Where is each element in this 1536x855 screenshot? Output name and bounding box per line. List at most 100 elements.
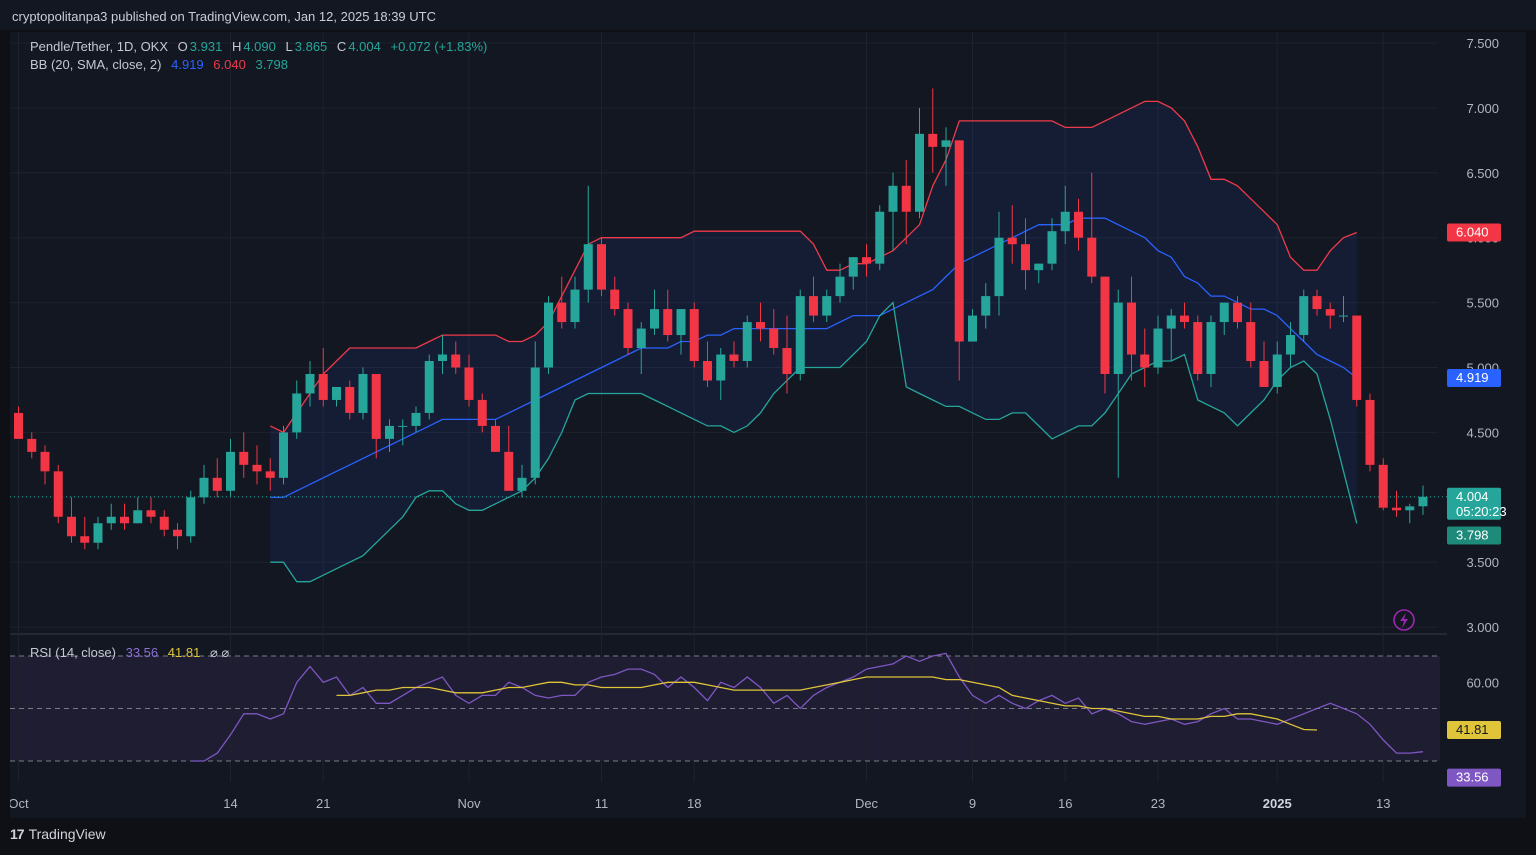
low-value: 3.865 [294, 39, 328, 54]
price-badge-text: 4.004 [1456, 489, 1489, 504]
bb-legend: BB (20, SMA, close, 2) 4.919 6.040 3.798 [30, 57, 290, 72]
candle-body [27, 438, 37, 452]
candle-body [610, 289, 620, 310]
candle-body [782, 348, 792, 374]
candle-body [583, 244, 593, 290]
bollinger-bands [10, 100, 1447, 583]
x-tick-label: 11 [595, 796, 609, 811]
candle-body [716, 354, 726, 381]
candle-body [477, 399, 487, 426]
candle-body [888, 185, 898, 212]
x-tick-label: 13 [1376, 796, 1390, 811]
candle-body [332, 386, 341, 400]
candle-body [928, 133, 938, 147]
rsi-badge-text: 33.56 [1456, 770, 1489, 785]
candle-body [822, 296, 832, 316]
candle-body [1087, 237, 1097, 277]
candle-body [1378, 464, 1388, 508]
candle-body [451, 354, 461, 368]
upper-band-badge: 6.040 [1447, 223, 1501, 242]
candle-body [1153, 328, 1163, 368]
candle-body [1193, 322, 1203, 374]
candle-body [623, 309, 633, 349]
y-tick-label: 4.500 [1466, 425, 1499, 440]
candle-body [729, 354, 739, 362]
candle-body [941, 140, 951, 147]
publish-info: cryptopolitanpa3 published on TradingVie… [12, 9, 436, 24]
candle-body [424, 361, 434, 413]
candle-body [438, 354, 447, 362]
candle-body [318, 373, 328, 400]
candle-body [875, 211, 885, 264]
replay-icon[interactable] [1393, 609, 1415, 631]
candle-body [173, 529, 182, 537]
y-tick-label: 3.500 [1466, 555, 1499, 570]
rsi-ma-badge-box [1447, 720, 1501, 739]
price-badge-text: 05:20:23 [1456, 504, 1507, 519]
candle-body [1325, 309, 1335, 316]
candle-body [1206, 322, 1216, 374]
chart-frame[interactable]: 7.5007.0006.5006.0005.5005.0004.5004.000… [10, 32, 1526, 818]
candle-body [305, 373, 315, 394]
price-legend: Pendle/Tether, 1D, OKX O 3.931 H 4.090 L 3.… [30, 39, 489, 54]
candle-body [411, 412, 421, 426]
publish-bar: cryptopolitanpa3 published on TradingVie… [0, 0, 1536, 30]
candle-body [557, 302, 567, 323]
bb-title[interactable]: BB (20, SMA, close, 2) [30, 57, 162, 72]
x-tick-label: Nov [457, 796, 481, 811]
candle-body [703, 361, 712, 381]
candle-body [1140, 354, 1150, 368]
rsi-ma-badge-text: 41.81 [1456, 722, 1489, 737]
candle-body [159, 516, 169, 530]
candle-body [1074, 211, 1083, 238]
footer: 17 TradingView [10, 826, 106, 848]
candle-body [848, 257, 858, 277]
x-tick-label: 23 [1151, 796, 1165, 811]
rsi-title[interactable]: RSI (14, close) [30, 645, 116, 660]
x-tick-label: 2025 [1263, 796, 1292, 811]
lower-band-badge-box [1447, 526, 1501, 545]
candle-body [186, 497, 196, 537]
candle-body [1233, 302, 1242, 323]
candle-body [636, 328, 646, 349]
chart-canvas[interactable]: 7.5007.0006.5006.0005.5005.0004.5004.000… [10, 32, 1526, 818]
candle-body [265, 471, 275, 478]
candle-body [517, 477, 527, 491]
candle-body [1352, 315, 1362, 400]
candle-body [862, 257, 871, 264]
candle-body [385, 425, 394, 439]
rsi-ma-badge: 41.81 [1447, 720, 1501, 739]
rsi-y-tick-label: 60.00 [1466, 675, 1499, 690]
close-label: C [336, 39, 347, 54]
candle-body [146, 510, 156, 517]
bb-basis-line [270, 217, 1358, 498]
candle-body [345, 386, 355, 413]
bb-basis-value: 4.919 [171, 57, 204, 72]
candle-body [1405, 506, 1415, 511]
candle-body [120, 516, 129, 524]
candle-body [504, 451, 514, 491]
candle-body [1007, 237, 1017, 245]
candle-body [689, 309, 699, 362]
rsi-line [190, 652, 1424, 762]
candle-body [981, 296, 991, 316]
rsi-value: 33.56 [125, 645, 159, 660]
candle-body [1219, 302, 1229, 323]
symbol-title[interactable]: Pendle/Tether, 1D, OKX [30, 39, 169, 54]
bb-upper-value: 6.040 [213, 57, 246, 72]
x-tick-label: 9 [969, 796, 976, 811]
candle-body [133, 510, 143, 524]
rsi-settings-icon[interactable]: ⌀ ⌀ [209, 645, 230, 660]
price-badge-box [1447, 487, 1501, 520]
candle-body [1272, 354, 1282, 387]
candle-body [226, 451, 235, 491]
candle-body [464, 367, 474, 400]
candle-body [663, 309, 673, 336]
candle-body [106, 516, 116, 524]
bb-lower-line [270, 301, 1358, 583]
candle-body [544, 302, 553, 368]
candle-body [530, 367, 540, 478]
open-label: O [177, 39, 188, 54]
rsi-pane [10, 652, 1440, 762]
bb-fill [270, 101, 1357, 582]
